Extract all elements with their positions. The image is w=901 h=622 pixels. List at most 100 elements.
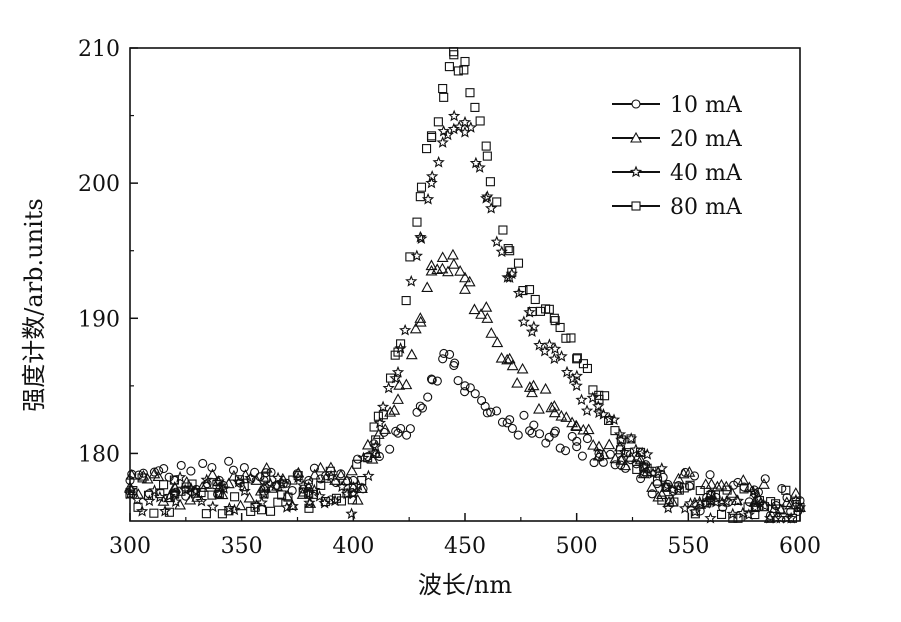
x-tick-label: 450 bbox=[444, 534, 486, 559]
data-point bbox=[304, 475, 314, 486]
data-point bbox=[198, 458, 208, 469]
data-point bbox=[441, 128, 454, 141]
data-point bbox=[582, 434, 592, 444]
data-point bbox=[477, 396, 487, 406]
data-point bbox=[527, 379, 540, 391]
data-point bbox=[283, 492, 293, 502]
data-point bbox=[181, 482, 191, 492]
data-point bbox=[742, 508, 755, 521]
data-point bbox=[527, 428, 537, 438]
data-point bbox=[485, 327, 498, 338]
data-point bbox=[728, 513, 738, 523]
data-point bbox=[369, 447, 382, 458]
data-point bbox=[695, 486, 705, 496]
data-point bbox=[133, 502, 143, 512]
data-point bbox=[369, 440, 382, 452]
data-point bbox=[652, 476, 663, 486]
data-point bbox=[570, 379, 583, 392]
data-point bbox=[351, 493, 364, 505]
data-point bbox=[261, 472, 271, 482]
data-point bbox=[641, 448, 654, 460]
data-point bbox=[766, 497, 776, 507]
data-point bbox=[436, 262, 449, 274]
data-point bbox=[572, 353, 582, 363]
data-point bbox=[549, 313, 559, 323]
series-2 bbox=[124, 248, 806, 523]
data-point bbox=[302, 481, 315, 492]
data-point bbox=[516, 362, 529, 374]
data-point bbox=[613, 428, 627, 440]
data-point bbox=[482, 151, 492, 161]
data-point bbox=[582, 423, 595, 435]
data-point bbox=[715, 478, 728, 490]
data-point bbox=[433, 117, 443, 127]
data-point bbox=[530, 294, 540, 305]
data-point bbox=[391, 426, 401, 436]
data-point bbox=[594, 390, 604, 400]
data-point bbox=[512, 286, 526, 299]
data-point bbox=[470, 102, 480, 112]
data-point bbox=[720, 494, 733, 507]
data-point bbox=[392, 393, 404, 404]
data-marks bbox=[123, 47, 807, 524]
data-point bbox=[326, 495, 336, 505]
data-point bbox=[432, 376, 442, 386]
data-point bbox=[393, 379, 406, 390]
data-point bbox=[154, 466, 164, 476]
data-point bbox=[260, 461, 273, 473]
data-point bbox=[335, 480, 349, 493]
data-point bbox=[502, 418, 512, 428]
legend-marker bbox=[629, 165, 643, 178]
data-point bbox=[331, 493, 342, 503]
data-point bbox=[138, 468, 148, 478]
data-point bbox=[460, 381, 470, 391]
data-point bbox=[335, 469, 347, 480]
data-point bbox=[234, 499, 247, 511]
data-point bbox=[206, 500, 219, 513]
data-point bbox=[586, 391, 599, 404]
data-point bbox=[632, 464, 642, 474]
data-point bbox=[212, 480, 222, 490]
data-point bbox=[664, 495, 674, 505]
data-point bbox=[385, 444, 395, 454]
data-point bbox=[486, 407, 496, 417]
data-point bbox=[412, 407, 422, 417]
data-point bbox=[555, 409, 568, 421]
data-point bbox=[672, 472, 685, 484]
data-point bbox=[373, 416, 386, 429]
data-point bbox=[187, 479, 197, 489]
data-point bbox=[604, 415, 614, 425]
data-point bbox=[281, 489, 294, 501]
data-point bbox=[432, 155, 445, 168]
data-point bbox=[436, 136, 449, 148]
data-point bbox=[684, 496, 697, 509]
data-point bbox=[523, 381, 536, 392]
data-point bbox=[705, 470, 715, 480]
data-point bbox=[704, 487, 717, 499]
data-point bbox=[548, 352, 561, 365]
data-point bbox=[475, 308, 488, 319]
data-point bbox=[618, 445, 631, 458]
data-point bbox=[475, 116, 485, 126]
data-point bbox=[491, 336, 504, 348]
data-point bbox=[603, 438, 616, 450]
data-point bbox=[560, 411, 573, 422]
data-point bbox=[328, 494, 342, 507]
data-point bbox=[684, 481, 695, 491]
data-point bbox=[567, 431, 577, 441]
data-point bbox=[566, 333, 576, 343]
data-point bbox=[518, 286, 528, 296]
data-point bbox=[230, 492, 240, 502]
data-point bbox=[367, 446, 380, 458]
data-point bbox=[405, 274, 418, 287]
data-point bbox=[137, 473, 147, 483]
data-point bbox=[405, 424, 415, 434]
data-point bbox=[271, 471, 285, 484]
data-point bbox=[454, 265, 467, 276]
y-tick-label: 210 bbox=[78, 37, 120, 62]
data-point bbox=[572, 354, 582, 364]
data-point bbox=[206, 468, 219, 480]
data-point bbox=[507, 423, 517, 433]
data-point bbox=[507, 267, 517, 277]
